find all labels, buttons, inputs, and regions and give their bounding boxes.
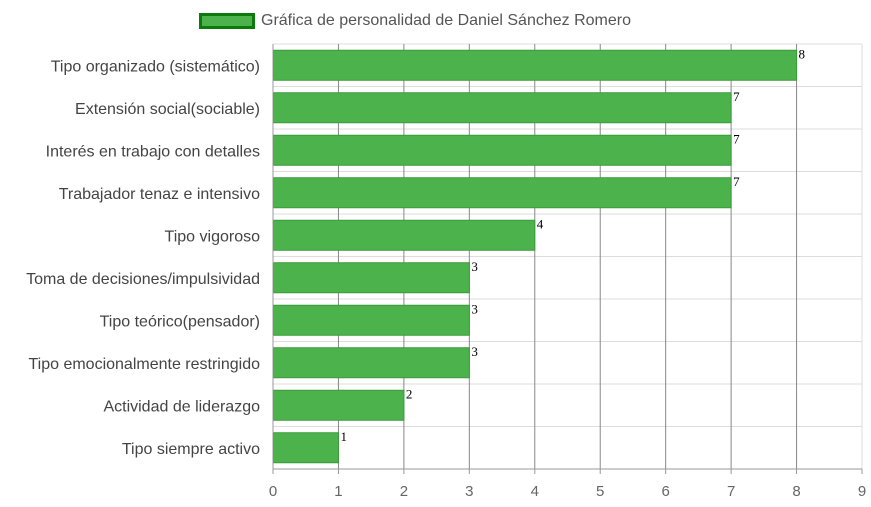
data-label: 1 [340, 429, 347, 444]
x-tick-label: 8 [792, 483, 800, 500]
bar-layer [273, 49, 798, 464]
bar [273, 432, 339, 464]
data-label: 8 [799, 46, 806, 61]
x-tick-label: 6 [661, 483, 669, 500]
category-label: Tipo emocionalmente restringido [28, 356, 260, 373]
x-tick-label: 3 [465, 483, 473, 500]
x-tick-label: 0 [269, 483, 277, 500]
x-tick-label: 1 [334, 483, 342, 500]
category-label: Tipo organizado (sistemático) [51, 58, 260, 75]
axis-layer: 0 1 2 3 4 5 6 7 8 9 [269, 44, 866, 500]
category-label: Tipo vigoroso [165, 228, 261, 245]
category-label: Trabajador tenaz e intensivo [59, 186, 260, 203]
bar [273, 134, 732, 166]
legend-label: Gráfica de personalidad de Daniel Sánche… [261, 12, 631, 29]
x-tick-label: 2 [400, 483, 408, 500]
data-label: 3 [471, 301, 478, 316]
bar [273, 347, 470, 379]
data-label: 4 [537, 216, 544, 231]
bar [273, 389, 405, 421]
data-label: 7 [733, 174, 740, 189]
data-label: 7 [733, 89, 740, 104]
bar [273, 177, 732, 209]
x-tick-label: 4 [531, 483, 539, 500]
category-label: Extensión social(sociable) [75, 101, 260, 118]
category-label: Tipo teórico(pensador) [100, 313, 260, 330]
category-label: Interés en trabajo con detalles [46, 143, 260, 160]
data-label: 3 [471, 344, 478, 359]
label-layer: Tipo organizado (sistemático) 8 Extensión … [26, 46, 805, 458]
data-label: 3 [471, 259, 478, 274]
bar [273, 219, 536, 251]
data-label: 7 [733, 131, 740, 146]
category-label: Actividad de liderazgo [103, 398, 260, 415]
bar [273, 304, 470, 336]
x-tick-label: 7 [727, 483, 735, 500]
bar [273, 49, 798, 81]
x-tick-label: 9 [858, 483, 866, 500]
data-label: 2 [406, 386, 413, 401]
bar [273, 262, 470, 294]
x-tick-label: 5 [596, 483, 604, 500]
category-label: Tipo siempre activo [122, 441, 260, 458]
category-label: Toma de decisiones/impulsividad [26, 271, 260, 288]
chart-legend: Gráfica de personalidad de Daniel Sánche… [199, 10, 631, 32]
legend-swatch [199, 13, 255, 29]
bar [273, 92, 732, 124]
